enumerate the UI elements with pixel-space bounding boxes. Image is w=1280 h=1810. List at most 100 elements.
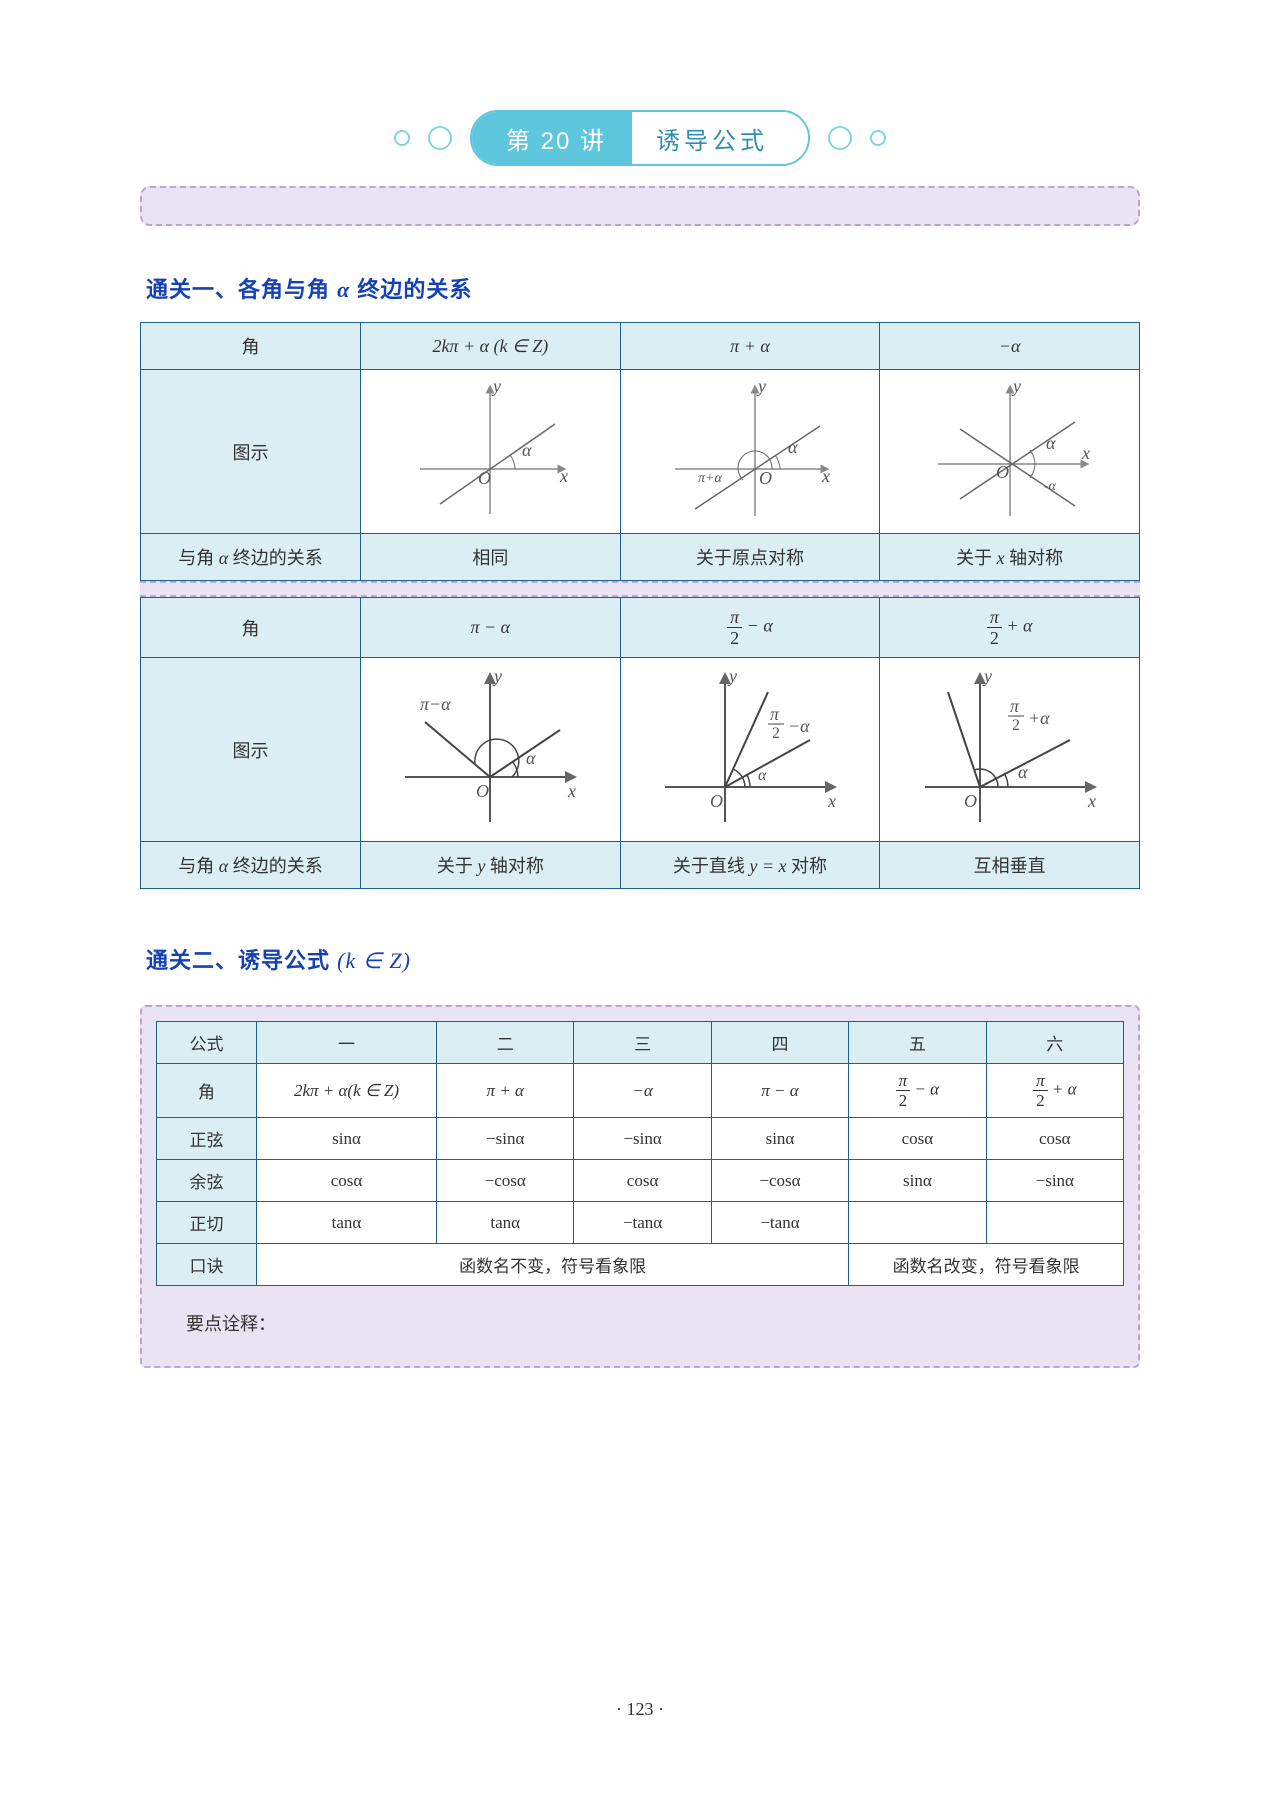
svg-text:O: O: [478, 468, 491, 488]
cell: sinα: [711, 1118, 848, 1160]
cell: −sinα: [986, 1160, 1123, 1202]
svg-text:y: y: [727, 666, 737, 686]
page-number: · 123 ·: [0, 1699, 1280, 1720]
cell: tanα: [437, 1202, 574, 1244]
cell-angle: −α: [880, 323, 1140, 370]
chapter-pill: 第 20 讲 诱导公式: [470, 110, 810, 166]
cell-angle: π − α: [361, 598, 621, 658]
svg-text:x: x: [559, 466, 568, 486]
hdr: 五: [849, 1022, 986, 1064]
hdr: 公式: [157, 1022, 257, 1064]
hdr: 一: [257, 1022, 437, 1064]
cell-label: 图示: [141, 658, 361, 842]
row-label: 口诀: [157, 1244, 257, 1286]
cell-relation: 互相垂直: [880, 842, 1140, 889]
cell: −cosα: [437, 1160, 574, 1202]
cell: −tanα: [711, 1202, 848, 1244]
svg-text:α: α: [758, 767, 767, 784]
section2-title: 通关二、诱导公式 (k ∈ Z): [146, 943, 1140, 975]
formula-table: 公式 一 二 三 四 五 六 角 2kπ + α(k ∈ Z) π + α −α…: [156, 1021, 1124, 1286]
decor-bubble: [428, 126, 452, 150]
svg-text:O: O: [964, 791, 977, 811]
svg-text:x: x: [821, 466, 830, 486]
svg-text:y: y: [756, 376, 766, 396]
cell-label: 图示: [141, 370, 361, 534]
svg-text:O: O: [710, 791, 723, 811]
cell-mnemonic: 函数名改变，符号看象限: [849, 1244, 1124, 1286]
hdr: 四: [711, 1022, 848, 1064]
cell-angle: π2 + α: [880, 598, 1140, 658]
svg-text:O: O: [996, 462, 1009, 482]
cell: −sinα: [574, 1118, 711, 1160]
svg-text:y: y: [982, 666, 992, 686]
svg-text:π−α: π−α: [420, 694, 451, 714]
cell-relation: 关于直线 y = x 对称: [620, 842, 880, 889]
cell-mnemonic: 函数名不变，符号看象限: [257, 1244, 849, 1286]
section1-title: 通关一、各角与角 α 终边的关系: [146, 272, 1140, 304]
hdr: 二: [437, 1022, 574, 1064]
decor-bubble: [394, 130, 410, 146]
svg-text:x: x: [1087, 791, 1096, 811]
svg-text:y: y: [1011, 376, 1021, 396]
svg-text:x: x: [567, 781, 576, 801]
diagram-halfpi-minus: yxO α π 2 −α: [620, 658, 880, 842]
cell-label: 角: [141, 323, 361, 370]
diagram-pi-minus: y x O α π−α: [361, 658, 621, 842]
decor-bubble: [870, 130, 886, 146]
cell-relation: 关于原点对称: [620, 534, 880, 581]
svg-text:2: 2: [1012, 717, 1020, 734]
cell-label: 与角 α 终边的关系: [141, 534, 361, 581]
cell: −sinα: [437, 1118, 574, 1160]
row-label: 正切: [157, 1202, 257, 1244]
relation-table-1: 角 2kπ + α (k ∈ Z) π + α −α 图示 y x Oα: [140, 322, 1140, 581]
cell: cosα: [849, 1118, 986, 1160]
chapter-topic: 诱导公式: [632, 112, 808, 164]
cell-angle: π + α: [620, 323, 880, 370]
svg-text:π: π: [1010, 696, 1020, 716]
svg-text:x: x: [1081, 443, 1090, 463]
svg-text:y: y: [491, 376, 501, 396]
chapter-number: 第 20 讲: [472, 112, 632, 164]
svg-text:O: O: [476, 781, 489, 801]
svg-text:+α: +α: [1028, 708, 1050, 728]
cell-relation: 关于 y 轴对称: [361, 842, 621, 889]
svg-text:α: α: [1046, 433, 1056, 453]
svg-text:π+α: π+α: [698, 471, 722, 486]
cell-angle: 2kπ + α (k ∈ Z): [361, 323, 621, 370]
cell: π − α: [711, 1064, 848, 1118]
diagram-neg: y x O α -α: [880, 370, 1140, 534]
diagram-pi-plus: yxO απ+α: [620, 370, 880, 534]
cell: π + α: [437, 1064, 574, 1118]
relation-table-2: 角 π − α π2 − α π2 + α 图示 yxO: [140, 597, 1140, 889]
cell: −cosα: [711, 1160, 848, 1202]
svg-text:y: y: [492, 666, 502, 686]
svg-text:O: O: [759, 468, 772, 488]
cell: cosα: [257, 1160, 437, 1202]
formula-panel: 公式 一 二 三 四 五 六 角 2kπ + α(k ∈ Z) π + α −α…: [140, 1005, 1140, 1368]
cell: sinα: [849, 1160, 986, 1202]
hdr: 三: [574, 1022, 711, 1064]
cell-relation: 相同: [361, 534, 621, 581]
cell-relation: 关于 x 轴对称: [880, 534, 1140, 581]
svg-text:α: α: [1018, 762, 1028, 782]
diagram-halfpi-plus: y x O α π 2 +α: [880, 658, 1140, 842]
cell-angle: π2 − α: [620, 598, 880, 658]
svg-text:π: π: [770, 704, 780, 724]
table-separator: [140, 581, 1140, 597]
chapter-title-bar: 第 20 讲 诱导公式: [140, 110, 1140, 166]
cell: −tanα: [574, 1202, 711, 1244]
hdr: 六: [986, 1022, 1123, 1064]
decor-bubble: [828, 126, 852, 150]
row-label: 角: [157, 1064, 257, 1118]
svg-text:α: α: [522, 440, 532, 460]
key-points-label: 要点诠释：: [186, 1310, 1124, 1336]
cell: cosα: [574, 1160, 711, 1202]
svg-text:2: 2: [772, 725, 780, 742]
cell: 2kπ + α(k ∈ Z): [257, 1064, 437, 1118]
cell: [986, 1202, 1123, 1244]
cell: sinα: [257, 1118, 437, 1160]
decor-dashed-box: [140, 186, 1140, 226]
row-label: 余弦: [157, 1160, 257, 1202]
svg-text:-α: -α: [1044, 479, 1057, 494]
svg-text:α: α: [526, 748, 536, 768]
